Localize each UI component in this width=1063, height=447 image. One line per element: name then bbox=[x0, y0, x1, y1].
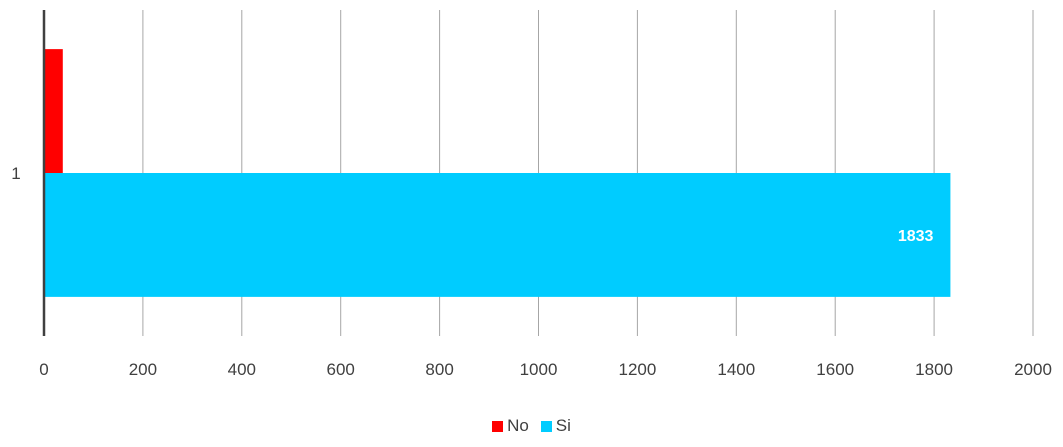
x-tick-label-2000: 2000 bbox=[1014, 360, 1052, 379]
y-tick-label-1: 1 bbox=[11, 164, 20, 183]
labels: 0 200 400 600 800 1000 1200 1400 1600 1800 2000 1 18… bbox=[11, 164, 1052, 379]
x-tick-label-1400: 1400 bbox=[717, 360, 755, 379]
data-label-si-1: 1833 bbox=[898, 228, 934, 245]
legend-label-no: No bbox=[507, 416, 529, 435]
x-tick-label-1200: 1200 bbox=[618, 360, 656, 379]
x-tick-label-200: 200 bbox=[129, 360, 157, 379]
bars bbox=[45, 49, 951, 297]
x-tick-label-1000: 1000 bbox=[520, 360, 558, 379]
legend-item-si: Si bbox=[540, 416, 571, 436]
x-tick-label-1800: 1800 bbox=[915, 360, 953, 379]
legend: No Si bbox=[0, 416, 1063, 436]
legend-swatch-si bbox=[540, 420, 552, 432]
x-tick-label-1600: 1600 bbox=[816, 360, 854, 379]
bar-si-1 bbox=[45, 173, 951, 297]
x-tick-label-0: 0 bbox=[39, 360, 48, 379]
bar-no-1 bbox=[45, 49, 63, 174]
legend-label-si: Si bbox=[555, 416, 571, 435]
x-tick-label-600: 600 bbox=[327, 360, 355, 379]
x-tick-label-800: 800 bbox=[425, 360, 453, 379]
legend-swatch-no bbox=[492, 420, 504, 432]
legend-item-no: No bbox=[492, 416, 529, 436]
x-tick-label-400: 400 bbox=[228, 360, 256, 379]
